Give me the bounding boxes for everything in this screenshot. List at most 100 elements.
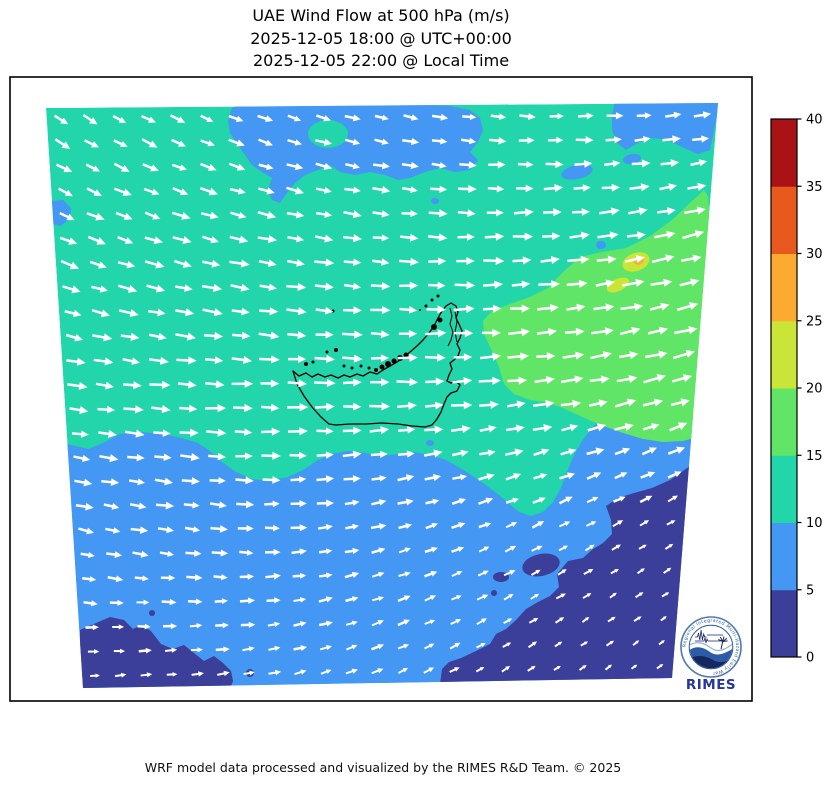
wind-arrow bbox=[258, 138, 273, 146]
wind-arrow bbox=[607, 616, 616, 623]
wind-arrow bbox=[176, 356, 197, 365]
wind-arrow bbox=[645, 350, 668, 359]
wind-arrow bbox=[101, 478, 120, 486]
wind-arrow bbox=[690, 159, 708, 167]
wind-arrow bbox=[262, 476, 281, 484]
wind-arrow bbox=[115, 211, 133, 221]
wind-arrow bbox=[371, 547, 386, 554]
wind-arrow bbox=[287, 235, 305, 243]
wind-arrow bbox=[620, 302, 644, 312]
wind-arrow bbox=[584, 544, 595, 552]
wind-arrow bbox=[424, 425, 444, 434]
wind-arrow bbox=[257, 114, 274, 123]
wind-arrow bbox=[451, 595, 462, 601]
wind-arrow bbox=[674, 326, 698, 335]
wind-arrow bbox=[85, 624, 99, 631]
wind-arrow bbox=[671, 374, 693, 383]
wind-arrow bbox=[505, 497, 520, 504]
wind-arrow bbox=[89, 260, 107, 269]
wind-arrow bbox=[586, 496, 599, 504]
wind-arrow bbox=[658, 640, 665, 646]
wind-arrow bbox=[293, 645, 308, 651]
wind-arrow bbox=[291, 548, 307, 556]
wind-arrow bbox=[84, 139, 100, 148]
wind-arrow bbox=[649, 302, 670, 311]
wind-arrow bbox=[261, 403, 280, 412]
wind-arrow bbox=[512, 256, 532, 265]
island-dot bbox=[437, 317, 443, 323]
wind-arrow bbox=[424, 353, 446, 362]
wind-arrow bbox=[189, 622, 203, 629]
wind-arrow bbox=[571, 208, 590, 216]
wind-arrow bbox=[316, 451, 334, 459]
wind-arrow bbox=[235, 476, 254, 485]
wind-arrow bbox=[560, 375, 584, 384]
wind-arrow bbox=[566, 279, 588, 288]
wind-arrow bbox=[450, 619, 462, 625]
colorbar-tick-label: 40 bbox=[806, 113, 823, 128]
wind-arrow bbox=[229, 235, 249, 244]
wind-arrow bbox=[200, 139, 215, 147]
wind-arrow bbox=[118, 284, 138, 293]
wind-arrow bbox=[424, 474, 442, 482]
wind-arrow bbox=[431, 113, 449, 121]
wind-arrow bbox=[211, 549, 229, 557]
wind-arrow bbox=[554, 617, 565, 624]
wind-arrow bbox=[401, 186, 418, 194]
wind-arrow bbox=[605, 136, 622, 144]
wind-arrow bbox=[452, 474, 468, 481]
wind-arrow bbox=[109, 599, 124, 606]
wind-arrow bbox=[657, 207, 676, 216]
wind-arrow bbox=[484, 232, 505, 241]
wind-arrow bbox=[181, 477, 200, 485]
wind-arrow bbox=[105, 527, 121, 534]
wind-arrow bbox=[144, 260, 165, 269]
wind-arrow bbox=[343, 234, 362, 243]
wind-arrow bbox=[344, 547, 360, 555]
wind-arrow bbox=[670, 398, 690, 407]
wind-arrow bbox=[667, 495, 678, 503]
colorbar-tick-label: 15 bbox=[806, 449, 823, 464]
wind-arrow bbox=[74, 478, 93, 487]
wind-arrow bbox=[573, 184, 591, 192]
island-dot bbox=[424, 304, 428, 308]
wind-arrow bbox=[266, 597, 281, 604]
wind-arrow bbox=[430, 185, 448, 193]
wind-arrow bbox=[113, 187, 132, 197]
wind-arrow bbox=[286, 282, 307, 291]
wind-arrow bbox=[122, 357, 140, 365]
wind-arrow bbox=[638, 544, 647, 550]
wind-arrow bbox=[397, 619, 411, 627]
speed-region-5-10 bbox=[426, 440, 434, 446]
wind-arrow bbox=[234, 428, 253, 436]
wind-arrow bbox=[532, 497, 546, 505]
wind-arrow bbox=[659, 183, 678, 191]
speed-region-5-10 bbox=[228, 103, 483, 203]
wind-arrow bbox=[559, 472, 576, 480]
wind-arrow bbox=[73, 454, 91, 462]
wind-arrow bbox=[687, 182, 707, 191]
wind-arrow bbox=[628, 207, 648, 216]
wind-arrow bbox=[609, 592, 617, 599]
wind-arrow bbox=[314, 378, 336, 388]
island-dot bbox=[419, 309, 421, 311]
wind-arrow bbox=[504, 545, 517, 553]
wind-arrow bbox=[578, 664, 587, 671]
wind-arrow bbox=[616, 374, 638, 383]
wind-arrow bbox=[124, 429, 145, 438]
speed-region-0-5 bbox=[149, 610, 155, 616]
island-dot bbox=[334, 348, 338, 352]
wind-arrow bbox=[656, 664, 664, 670]
wind-arrow bbox=[587, 423, 607, 432]
wind-arrow bbox=[667, 446, 686, 455]
wind-arrow bbox=[614, 398, 637, 408]
wind-arrow bbox=[231, 355, 252, 364]
wind-arrow bbox=[344, 138, 361, 146]
wind-arrow bbox=[315, 138, 333, 146]
wind-arrow bbox=[320, 669, 332, 675]
wind-arrow bbox=[132, 550, 149, 558]
wind-arrow bbox=[451, 498, 467, 506]
wind-arrow bbox=[54, 138, 71, 149]
island-dot bbox=[403, 352, 409, 358]
wind-arrow bbox=[370, 330, 390, 339]
